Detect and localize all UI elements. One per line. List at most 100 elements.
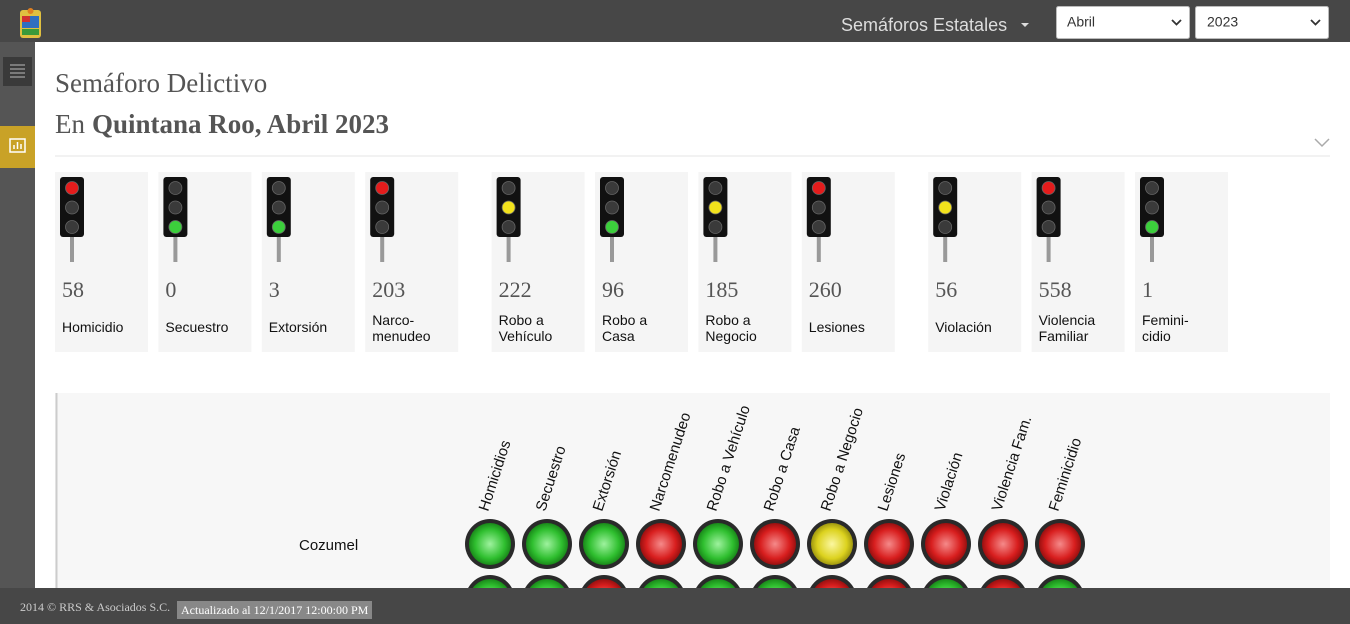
matrix-light[interactable] — [697, 523, 739, 565]
year-select-value: 2023 — [1207, 14, 1238, 30]
matrix-light[interactable] — [811, 579, 853, 621]
light-lamp — [1041, 200, 1056, 215]
card-label: Violencia Familiar — [1039, 312, 1096, 344]
card-value: 58 — [62, 277, 84, 302]
light-pole — [1150, 236, 1154, 262]
report-icon — [9, 138, 26, 153]
light-lamp — [708, 200, 723, 215]
crime-card[interactable]: 56 Violación — [928, 172, 1022, 352]
month-select-value: Abril — [1067, 14, 1095, 30]
matrix-light[interactable] — [868, 579, 910, 621]
light-pole — [1046, 236, 1051, 262]
matrix-light[interactable] — [868, 523, 910, 565]
crime-card[interactable]: 558 Violencia Familiar — [1031, 172, 1125, 352]
light-lamp — [811, 220, 826, 234]
matrix-light[interactable] — [1039, 579, 1081, 621]
matrix-light[interactable] — [754, 523, 796, 565]
light-pole — [380, 236, 385, 262]
light-pole — [173, 236, 178, 262]
light-lamp — [501, 200, 516, 215]
logo[interactable] — [20, 8, 41, 38]
card-value: 185 — [705, 277, 738, 302]
matrix-light[interactable] — [469, 579, 511, 621]
card-value: 222 — [499, 277, 532, 302]
footer-copyright: 2014 © RRS & Asociados S.C. — [20, 600, 170, 614]
matrix-light[interactable] — [925, 579, 967, 621]
card-value: 260 — [809, 277, 842, 302]
matrix-light[interactable] — [526, 523, 568, 565]
light-pole — [943, 236, 948, 262]
crime-card[interactable]: 203 Narco-menudeo — [365, 172, 459, 352]
card-value: 0 — [165, 277, 176, 302]
page-subtitle: En Quintana Roo, Abril 2023 — [55, 109, 389, 139]
crime-card[interactable]: 0 Secuestro — [158, 172, 252, 352]
year-select[interactable] — [1195, 6, 1329, 39]
light-lamp — [938, 181, 953, 195]
matrix-panel — [55, 393, 1330, 588]
matrix-light[interactable] — [583, 523, 625, 565]
card-label: Femini-cidio — [1142, 312, 1189, 344]
light-lamp — [168, 181, 183, 195]
light-lamp — [375, 200, 390, 215]
light-lamp — [938, 200, 953, 215]
light-lamp — [811, 181, 826, 195]
light-lamp — [1041, 220, 1056, 234]
light-lamp — [501, 181, 516, 195]
crime-card[interactable]: 222 Robo a Vehículo — [491, 172, 585, 352]
light-pole — [610, 236, 614, 262]
footer-updated-box — [177, 601, 372, 619]
matrix-light[interactable] — [982, 523, 1024, 565]
menu-button[interactable] — [3, 57, 32, 86]
light-pole — [816, 236, 821, 262]
nav-menu[interactable]: Semáforos Estatales — [841, 15, 1007, 35]
row-name: Cozumel — [299, 537, 358, 554]
card-label: Secuestro — [165, 319, 228, 335]
light-lamp — [168, 200, 183, 215]
crime-card[interactable]: 3 Extorsión — [261, 172, 355, 352]
matrix-light[interactable] — [811, 523, 853, 565]
card-label: Narco-menudeo — [372, 312, 431, 344]
light-pole — [70, 236, 74, 262]
card-label: Homicidio — [62, 319, 124, 335]
crime-card[interactable]: 58 Homicidio — [55, 172, 148, 352]
matrix-light[interactable] — [526, 579, 568, 621]
matrix-light[interactable] — [640, 579, 682, 621]
light-pole — [713, 236, 718, 262]
light-lamp — [271, 181, 286, 195]
crime-card[interactable]: 185 Robo a Negocio — [698, 172, 792, 352]
crime-card[interactable]: 96 Robo a Casa — [595, 172, 688, 352]
matrix-light[interactable] — [754, 579, 796, 621]
matrix-light[interactable] — [925, 523, 967, 565]
matrix-light[interactable] — [583, 579, 625, 621]
matrix-light[interactable] — [982, 579, 1024, 621]
matrix-light[interactable] — [1039, 523, 1081, 565]
select-arrow — [1310, 19, 1321, 26]
light-pole — [506, 236, 511, 262]
subtitle-place: Quintana Roo, Abril 2023 — [92, 109, 389, 139]
light-lamp — [811, 200, 826, 215]
light-lamp — [1041, 181, 1056, 195]
matrix-light[interactable] — [697, 579, 739, 621]
matrix-light[interactable] — [640, 523, 682, 565]
month-select[interactable] — [1056, 6, 1190, 39]
light-lamp — [271, 220, 286, 234]
light-lamp — [605, 220, 619, 234]
card-label: Lesiones — [809, 319, 865, 335]
page-title: Semáforo Delictivo — [55, 68, 267, 98]
light-lamp — [271, 200, 286, 215]
light-lamp — [65, 220, 79, 234]
select-arrow — [1171, 19, 1182, 26]
nav-caret — [1021, 23, 1029, 27]
card-value: 1 — [1142, 277, 1153, 302]
card-value: 558 — [1039, 277, 1072, 302]
collapse-toggle[interactable] — [1314, 138, 1330, 148]
menu-icon — [10, 64, 25, 78]
card-value: 56 — [935, 277, 957, 302]
light-pole — [276, 236, 281, 262]
light-lamp — [1145, 200, 1159, 215]
crime-card[interactable]: 260 Lesiones — [801, 172, 895, 352]
sidebar — [0, 42, 35, 588]
crime-card[interactable]: 1 Femini-cidio — [1135, 172, 1228, 352]
matrix-light[interactable] — [469, 523, 511, 565]
